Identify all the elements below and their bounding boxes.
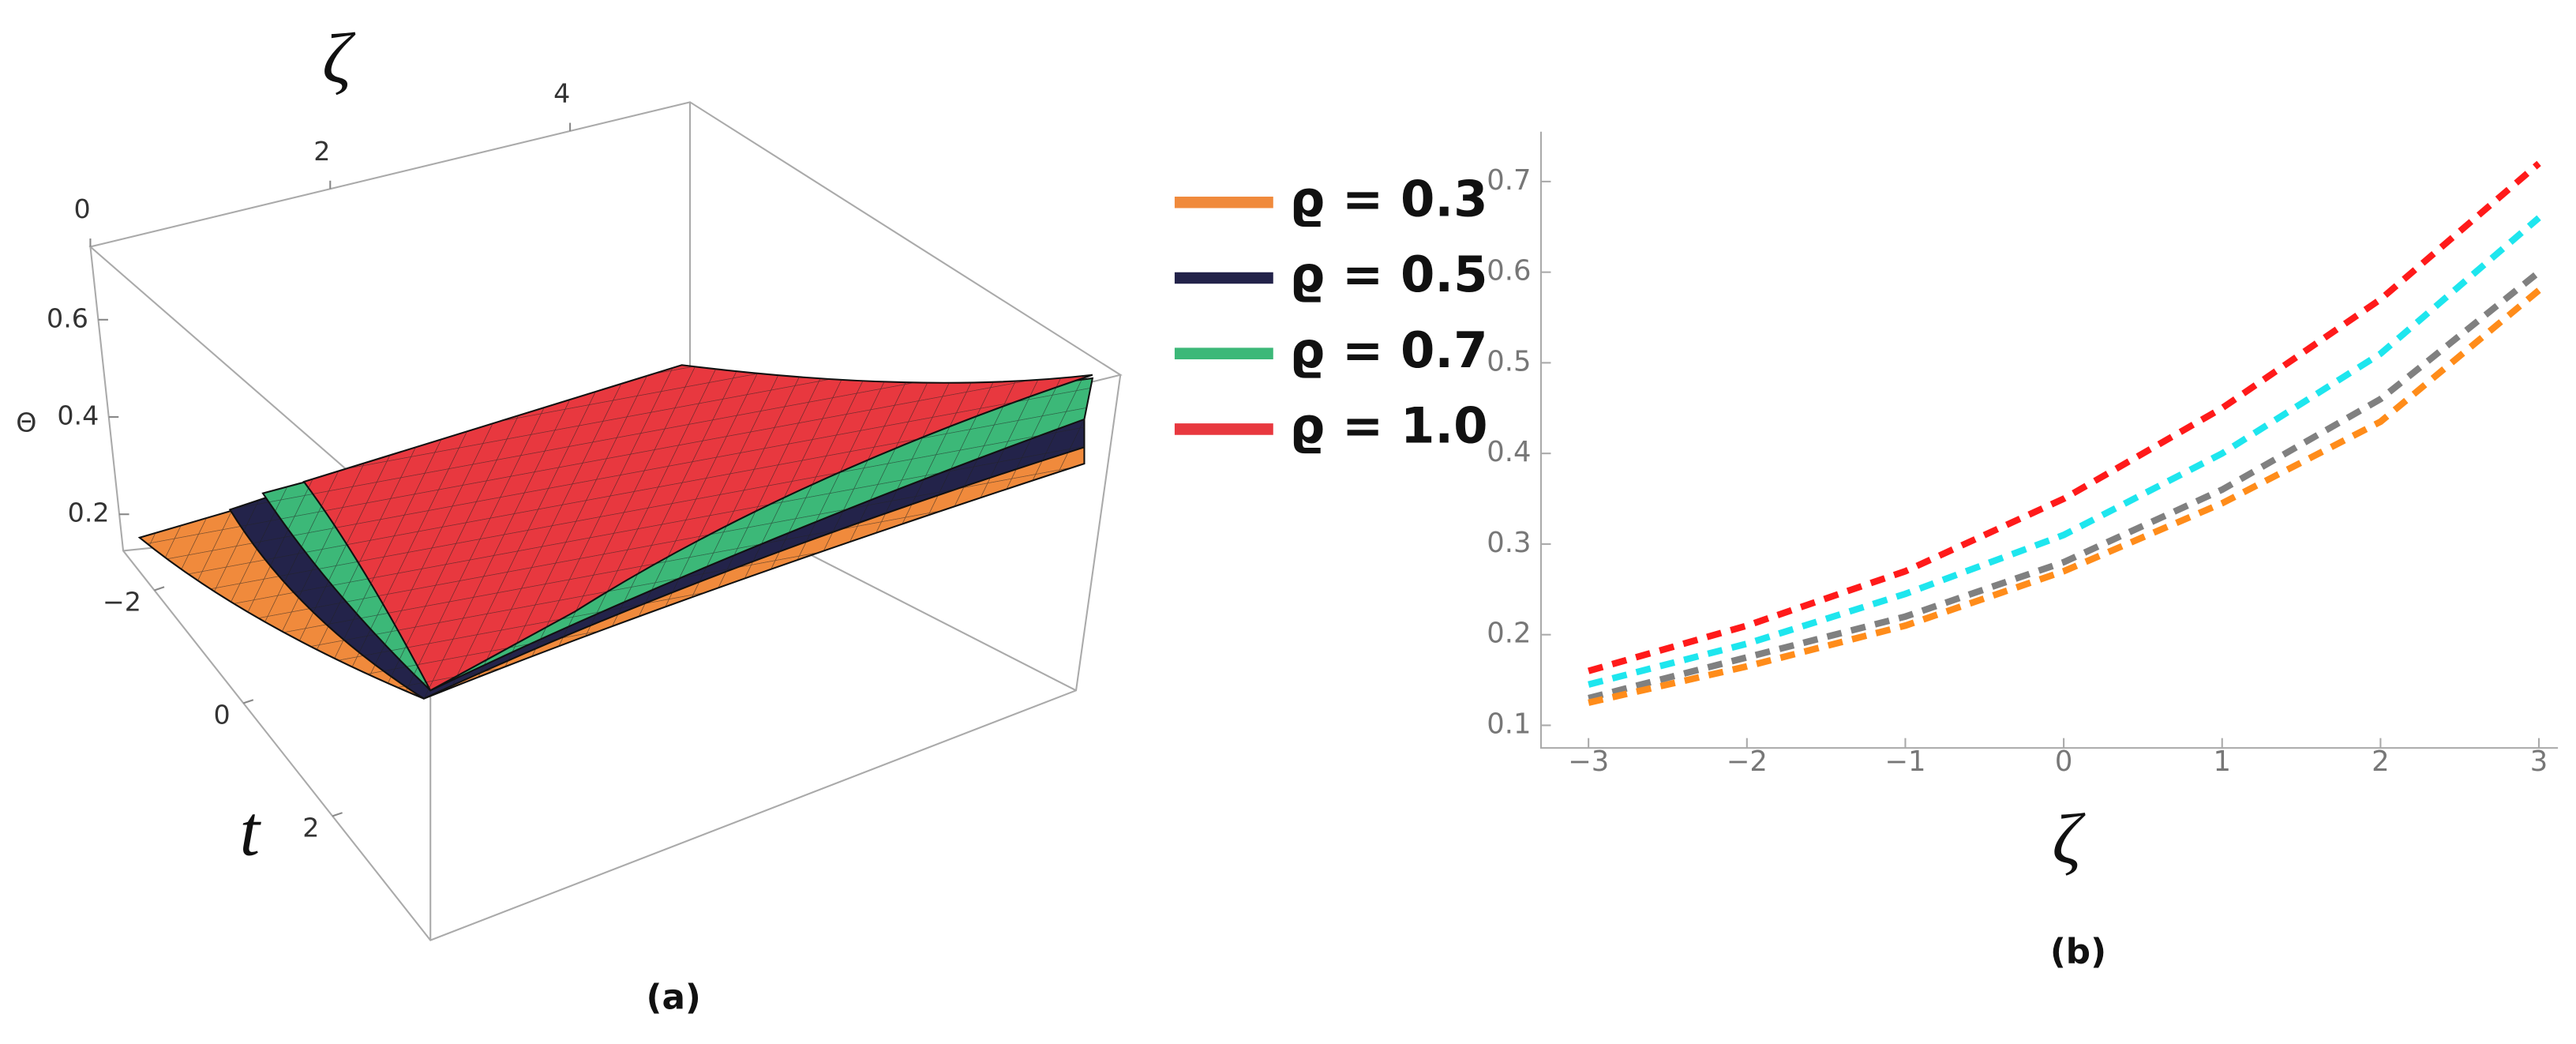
legend-label: ϱ = 0.3 [1290,170,1488,227]
x-tick-label: 2 [302,813,319,843]
caption: (b) [2050,931,2106,971]
tick-mark [332,812,343,817]
y-tick-label: 0.6 [1487,255,1531,287]
y-tick-label: 2 [313,136,330,167]
x-axis-label: ζ [2052,798,2086,879]
plot-box [88,101,1123,941]
y-tick-label: 0.3 [1487,527,1531,559]
data-line [1588,287,2541,706]
caption: (a) [646,978,700,1018]
y-tick-label: 0.4 [1487,436,1531,468]
y-tick-label: 0.5 [1487,345,1531,377]
z-tick-label: 0.4 [57,400,99,431]
legend-label: ϱ = 0.7 [1290,321,1488,379]
z-axis-label: Θ [16,407,36,438]
axis-frame [1539,131,2559,749]
data-line [1588,269,2541,702]
x-tick-label: −3 [1568,745,1609,778]
y-tick-label: 4 [553,78,570,109]
x-tick-label: 0 [2055,745,2073,778]
z-tick-label: 0.2 [68,498,110,528]
y-tick-label: 0.7 [1487,164,1531,197]
x-tick-label: 1 [2213,745,2231,778]
x-tick-label: 3 [2530,745,2548,778]
x-axis-label: t [240,791,262,871]
x-tick-label: −2 [1727,745,1768,778]
tick-mark [243,699,254,704]
x-tick-label: 0 [214,700,231,730]
z-tick-label: 0.6 [47,302,88,333]
surface-mesh [303,365,1093,691]
x-tick-label: 2 [2372,745,2390,778]
y-tick-label: 0.2 [1487,618,1531,650]
legend-label: ϱ = 0.5 [1290,246,1488,303]
y-axis-label: ζ [322,18,356,99]
y-tick-label: 0 [73,193,90,224]
legend-label: ϱ = 1.0 [1290,397,1488,455]
data-line [1588,215,2541,688]
x-tick-label: −1 [1884,745,1925,778]
x-tick-label: −2 [103,587,141,618]
tick-mark [154,586,165,591]
y-tick-label: 0.1 [1487,708,1531,740]
panel-b [1539,131,2559,749]
data-line [1588,160,2541,674]
surfaces [137,364,1094,700]
panel-a [88,101,1123,941]
